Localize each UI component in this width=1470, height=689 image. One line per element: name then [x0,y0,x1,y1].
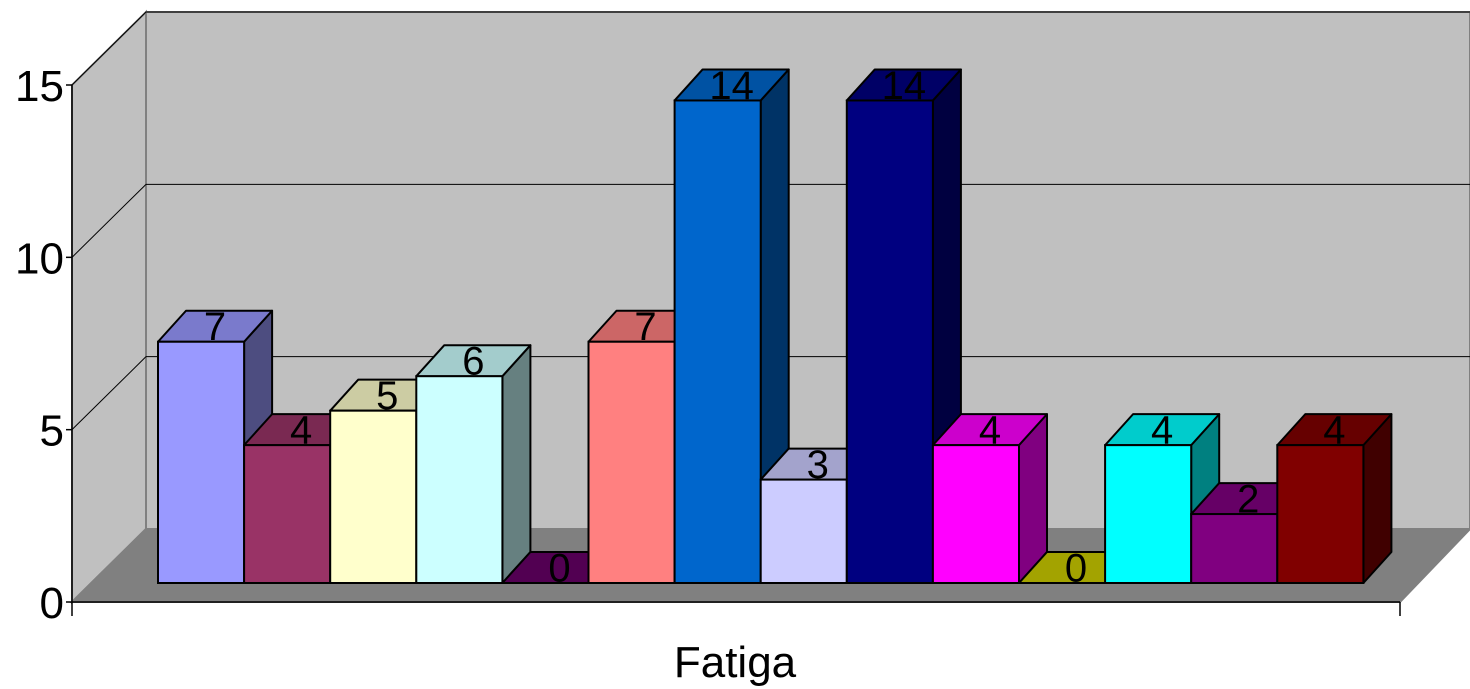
y-tick-label: 10 [15,234,64,283]
data-label: 6 [462,340,484,384]
bar [1276,413,1393,584]
x-category-label: Fatiga [674,638,797,687]
bar [415,344,532,585]
side-wall [71,9,147,605]
bar [673,68,790,584]
data-label: 4 [979,409,1001,453]
data-label: 0 [1065,547,1087,591]
data-label: 14 [709,64,754,108]
bar-front [845,99,934,584]
bar-front [673,99,762,584]
data-labels: 7 4 5 6 0 7 14 3 14 4 0 4 2 4 [204,64,1346,591]
data-label: 14 [882,64,927,108]
bar-front [1276,444,1365,584]
y-tick-label: 5 [40,407,64,456]
bar-front [587,340,676,584]
data-label: 5 [376,374,398,418]
y-tick-label: 0 [40,579,64,628]
axes: 0 5 10 15 [15,62,1401,628]
bar [931,413,1048,584]
data-label: 7 [634,305,656,349]
bar-front [1104,444,1193,584]
bar-front [759,478,848,585]
gridline-side [71,183,147,258]
bar-front [243,444,332,584]
bar-front [415,375,504,585]
bars [157,68,1393,585]
bar-front [931,444,1021,584]
data-label: 4 [1323,409,1345,453]
data-label: 7 [204,305,226,349]
gridline-side [71,11,147,86]
data-label: 3 [807,443,829,487]
gridline-side [71,356,147,431]
data-label: 2 [1237,478,1259,522]
bar-front [1190,513,1279,584]
data-label: 4 [290,409,312,453]
bar-front [157,340,246,584]
bar-side [501,344,532,584]
y-tick-label: 15 [15,62,64,111]
data-label: 4 [1151,409,1173,453]
data-label: 0 [548,547,570,591]
gridlines [71,11,1470,431]
bar-front [329,409,418,584]
